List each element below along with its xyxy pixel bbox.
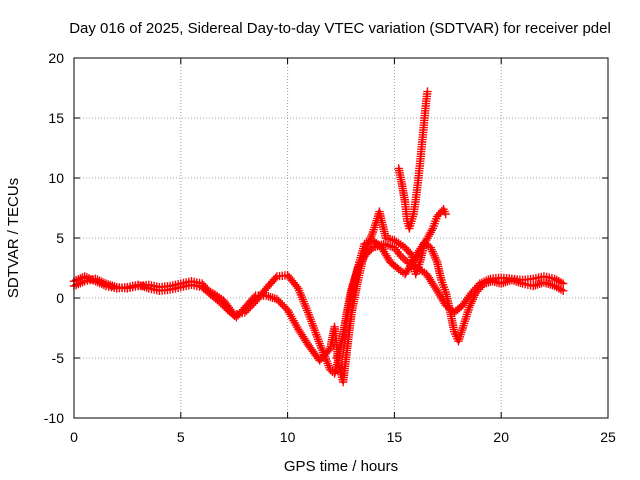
data-point-marker [558, 286, 568, 295]
x-tick-label: 25 [600, 429, 616, 445]
data-marks [69, 87, 568, 387]
x-tick-label: 5 [177, 429, 185, 445]
chart-title: Day 016 of 2025, Sidereal Day-to-day VTE… [69, 20, 611, 37]
axis-ticks [73, 57, 609, 419]
x-tick-label: 20 [493, 429, 509, 445]
y-tick-label: -10 [44, 410, 64, 426]
series-track-c [332, 236, 568, 363]
y-tick-label: 5 [56, 230, 64, 246]
y-tick-label: 20 [48, 50, 64, 66]
x-tick-labels: 0 5 10 15 20 25 [70, 429, 616, 445]
y-tick-labels: -10 -5 0 5 10 15 20 [44, 50, 64, 426]
x-tick-label: 0 [70, 429, 78, 445]
y-tick-label: 10 [48, 170, 64, 186]
y-tick-label: 15 [48, 110, 64, 126]
data-point-marker [423, 87, 432, 96]
y-tick-label: 0 [56, 290, 64, 306]
data-point-marker [558, 279, 568, 288]
x-tick-label: 10 [280, 429, 296, 445]
y-axis-label: SDTVAR / TECUs [5, 178, 22, 298]
series-track-d [394, 87, 432, 233]
x-tick-label: 15 [387, 429, 403, 445]
series-track-b [69, 205, 450, 387]
y-tick-label: -5 [52, 350, 65, 366]
data-point-marker [441, 209, 450, 219]
x-axis-label: GPS time / hours [284, 458, 398, 475]
